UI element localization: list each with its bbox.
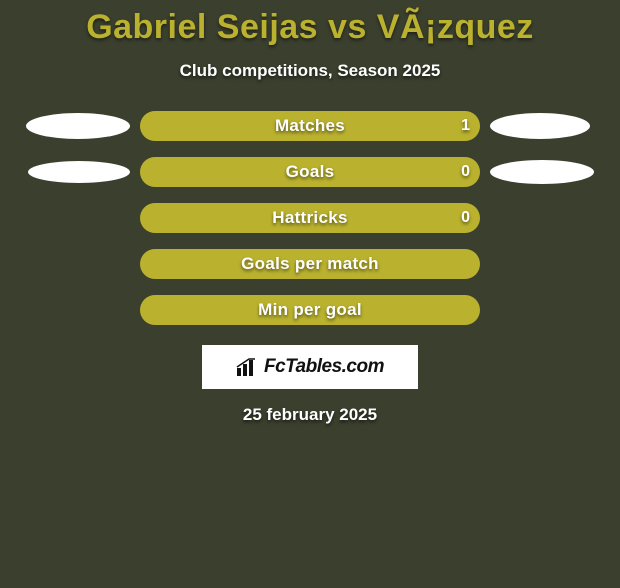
stat-row: Min per goal xyxy=(0,295,620,325)
right-player-stat xyxy=(490,160,610,184)
left-player-stat xyxy=(10,113,130,139)
stat-row: Hattricks 0 xyxy=(0,203,620,233)
stat-ellipse-right xyxy=(490,160,594,184)
stat-ellipse-right xyxy=(490,113,590,139)
comparison-subtitle: Club competitions, Season 2025 xyxy=(0,61,620,81)
source-logo: FcTables.com xyxy=(202,345,418,389)
stat-value: 1 xyxy=(461,117,470,135)
stat-value: 0 xyxy=(461,163,470,181)
snapshot-date: 25 february 2025 xyxy=(0,405,620,425)
stat-label: Goals xyxy=(286,162,335,182)
comparison-title: Gabriel Seijas vs VÃ¡zquez xyxy=(0,8,620,47)
stat-rows: Matches 1 Goals 0 Hattricks 0 Goals per match M… xyxy=(0,111,620,325)
stat-row: Goals per match xyxy=(0,249,620,279)
right-player-stat xyxy=(490,113,610,139)
stat-bar: Hattricks 0 xyxy=(140,203,480,233)
stat-bar: Min per goal xyxy=(140,295,480,325)
stat-row: Goals 0 xyxy=(0,157,620,187)
stat-ellipse-left xyxy=(28,161,130,183)
left-player-stat xyxy=(10,161,130,183)
stat-bar: Goals 0 xyxy=(140,157,480,187)
stat-ellipse-left xyxy=(26,113,130,139)
stat-row: Matches 1 xyxy=(0,111,620,141)
stat-label: Matches xyxy=(275,116,345,136)
stat-bar: Goals per match xyxy=(140,249,480,279)
stat-label: Hattricks xyxy=(272,208,347,228)
bars-icon xyxy=(236,358,258,376)
stat-label: Goals per match xyxy=(241,254,379,274)
stat-label: Min per goal xyxy=(258,300,362,320)
stat-value: 0 xyxy=(461,209,470,227)
stat-bar: Matches 1 xyxy=(140,111,480,141)
logo-text: FcTables.com xyxy=(264,356,384,378)
